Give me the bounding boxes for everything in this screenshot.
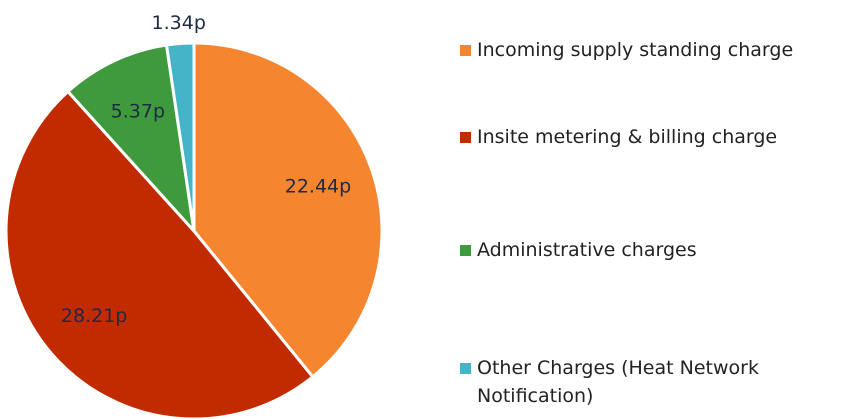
pie-slice [4,89,315,419]
data-label: 1.34p [152,12,206,34]
legend-item: Administrative charges [460,236,820,264]
legend-label: Administrative charges [477,239,697,261]
legend-label: Insite metering & billing charge [477,126,778,148]
pie-slice [192,41,384,379]
legend-label: Other Charges (Heat Network Notification… [477,357,759,407]
pie-slice [164,41,196,232]
data-label: 28.21p [61,305,127,327]
legend-item: Insite metering & billing charge [460,123,820,151]
data-label: 5.37p [111,100,165,122]
legend-swatch [460,45,471,56]
pie-slice [65,43,197,236]
data-label: 22.44p [285,175,351,197]
legend-item: Incoming supply standing charge [460,36,820,64]
legend-swatch [460,363,471,374]
legend-label: Incoming supply standing charge [477,39,794,61]
legend-swatch [460,132,471,143]
legend-swatch [460,245,471,256]
legend-item: Other Charges (Heat Network Notification… [460,354,820,410]
